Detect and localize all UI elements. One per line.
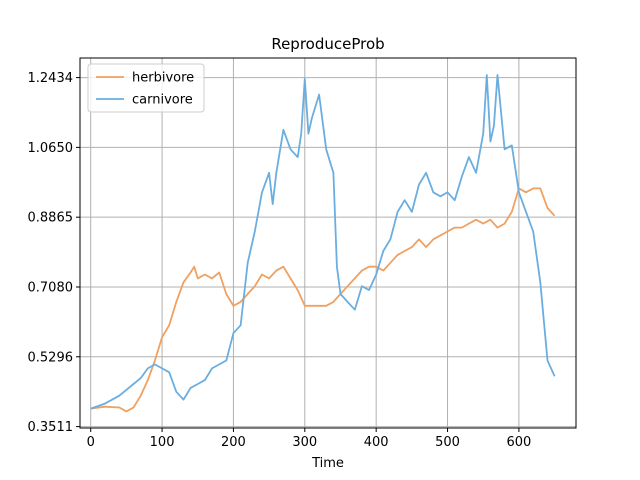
x-tick-label: 400 xyxy=(364,435,389,450)
x-tick-label: 0 xyxy=(87,435,95,450)
y-tick-label: 0.3511 xyxy=(28,420,74,435)
plot-frame xyxy=(79,57,577,429)
y-tick-label: 0.5296 xyxy=(28,350,74,365)
grid-lines xyxy=(80,58,576,428)
y-tick-label: 1.0650 xyxy=(28,141,74,156)
x-tick-label: 100 xyxy=(150,435,175,450)
series-line-carnivore xyxy=(90,74,556,410)
x-tick-label: 500 xyxy=(435,435,460,450)
legend-label-carnivore: carnivore xyxy=(132,93,193,108)
legend-box xyxy=(87,63,205,113)
x-tick-label: 600 xyxy=(506,435,531,450)
y-tick-label: 0.8865 xyxy=(28,211,74,226)
x-axis-ticks: 0 100 200 300 400 500 600 xyxy=(87,428,531,450)
x-axis-label: Time xyxy=(311,456,344,471)
chart-title: ReproduceProb xyxy=(271,35,384,53)
legend-label-herbivore: herbivore xyxy=(132,71,194,86)
y-tick-label: 1.2434 xyxy=(28,71,74,86)
x-tick-label: 200 xyxy=(221,435,246,450)
legend: herbivore carnivore xyxy=(87,63,205,113)
y-axis-ticks: 0.3511 0.5296 0.7080 0.8865 1.0650 1.2434 xyxy=(28,71,80,435)
series-line-herbivore xyxy=(90,187,556,413)
y-tick-label: 0.7080 xyxy=(28,281,74,296)
series-lines xyxy=(90,74,556,413)
x-tick-label: 300 xyxy=(292,435,317,450)
